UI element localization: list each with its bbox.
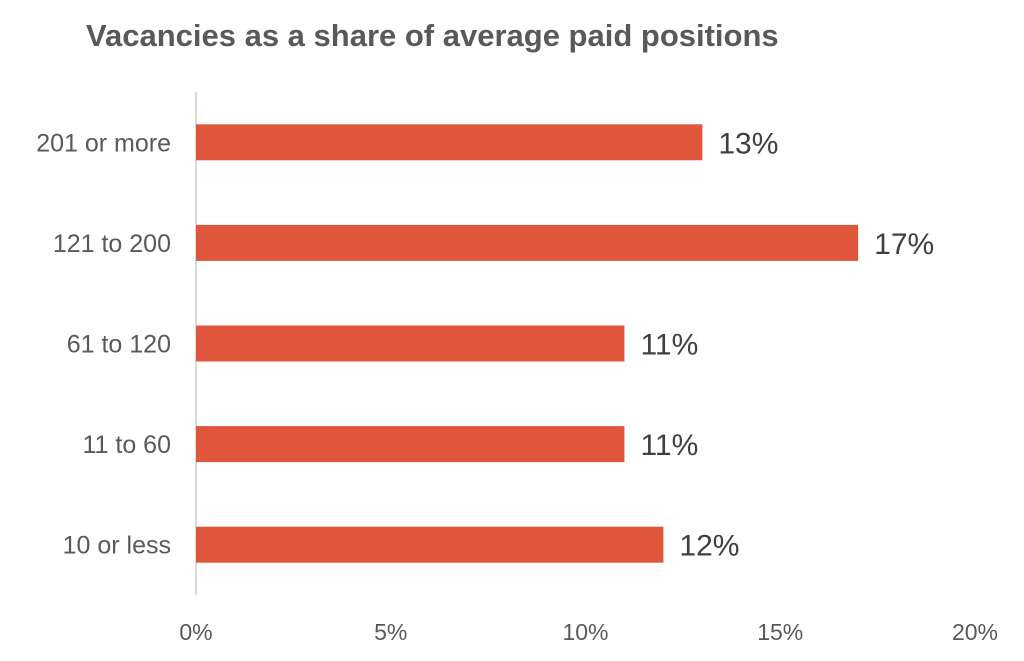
- x-tick-label: 15%: [757, 619, 803, 645]
- bar: [196, 426, 625, 463]
- data-label: 11%: [640, 429, 698, 462]
- category-label: 61 to 120: [67, 331, 171, 359]
- bar: [196, 325, 625, 362]
- x-tick-label: 20%: [952, 619, 998, 645]
- category-label: 11 to 60: [82, 431, 171, 459]
- category-label: 121 to 200: [53, 230, 171, 258]
- category-label: 201 or more: [36, 129, 171, 157]
- bar: [196, 224, 859, 261]
- chart-title: Vacancies as a share of average paid pos…: [86, 18, 779, 53]
- x-tick-label: 5%: [374, 619, 407, 645]
- bar: [196, 526, 664, 563]
- category-label: 10 or less: [63, 532, 171, 560]
- bar: [196, 124, 703, 161]
- x-tick-label: 0%: [179, 619, 212, 645]
- data-label: 13%: [718, 127, 778, 160]
- data-label: 11%: [640, 329, 698, 362]
- data-label: 17%: [874, 228, 934, 261]
- x-tick-label: 10%: [562, 619, 608, 645]
- data-label: 12%: [679, 530, 739, 563]
